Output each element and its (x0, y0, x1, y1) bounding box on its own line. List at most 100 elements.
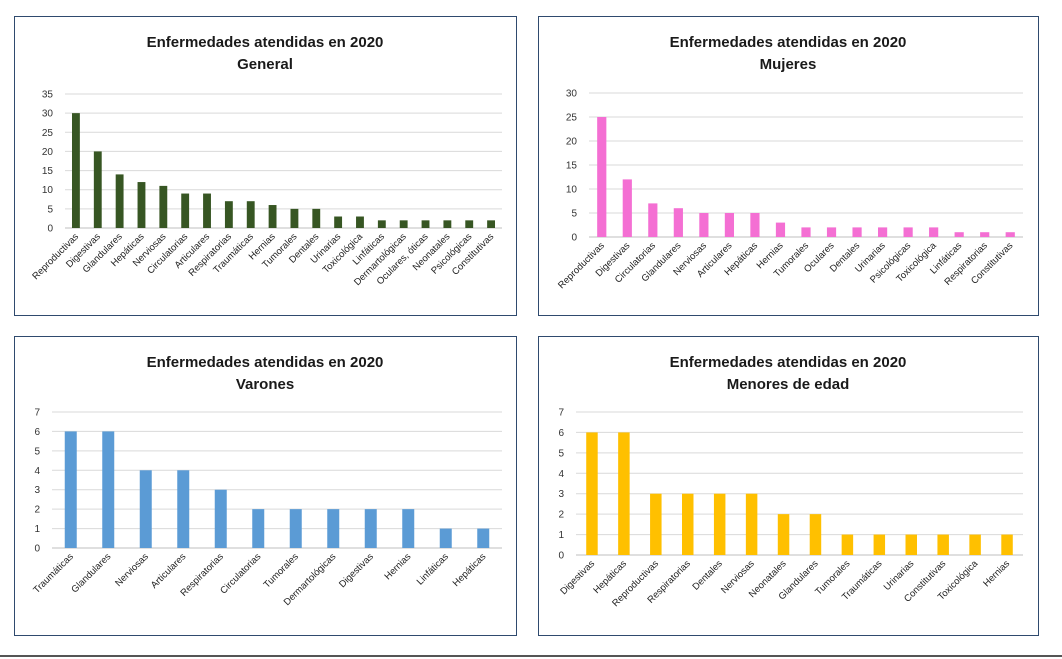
y-tick-label: 1 (558, 530, 564, 541)
x-category-label: Glandulares (69, 551, 113, 595)
bar (597, 117, 607, 237)
bar (877, 227, 888, 237)
y-tick-label: 3 (34, 485, 40, 496)
chart-subtitle: Varones (236, 376, 294, 393)
bar (289, 509, 302, 548)
bar (954, 232, 964, 237)
x-category-label: Hernias (981, 558, 1012, 589)
chart-panel-varones: Enfermedades atendidas en 2020 Varones 0 1 2… (14, 336, 517, 636)
bar (137, 182, 146, 228)
bar (618, 432, 630, 555)
bar (873, 534, 886, 555)
chart-subtitle: Mujeres (760, 56, 817, 73)
bar (586, 432, 598, 555)
bar (775, 222, 786, 237)
bar (713, 493, 726, 555)
chart-panel-mujeres: Enfermedades atendidas en 2020 Mujeres 0 5 1… (538, 16, 1039, 316)
y-tick-label: 5 (558, 448, 564, 459)
bar (905, 534, 917, 555)
bar (826, 227, 837, 237)
bar (969, 534, 981, 555)
bar (750, 213, 760, 237)
bar (246, 201, 255, 228)
y-tick-label: 3 (558, 489, 564, 500)
chart-title: Enfermedades atendidas en 2020 (670, 354, 907, 371)
chart-panel-menores: Enfermedades atendidas en 2020 Menores de… (538, 336, 1039, 636)
y-tick-label: 10 (42, 185, 54, 196)
bar (177, 470, 190, 548)
bar (682, 493, 694, 555)
x-category-label: Tumorales (262, 551, 301, 590)
chart-svg: Enfermedades atendidas en 2020 Mujeres 0 5 1… (556, 34, 1023, 291)
y-tick-label: 2 (558, 510, 564, 521)
bar (477, 528, 490, 548)
y-tick-label: 4 (34, 466, 40, 477)
bar (224, 201, 233, 228)
y-tick-label: 30 (566, 89, 578, 100)
y-tick-label: 25 (566, 113, 578, 124)
bar (852, 227, 862, 237)
y-tick-label: 1 (34, 524, 40, 535)
x-category-label: Hepáticas (451, 551, 489, 589)
bar (724, 213, 735, 237)
bar (327, 509, 340, 548)
bar (399, 220, 408, 228)
x-category-label: Traumáticas (31, 551, 76, 596)
bar (648, 203, 658, 237)
x-category-label: Hernias (382, 551, 413, 582)
y-tick-label: 0 (558, 551, 564, 562)
bar (1005, 232, 1015, 237)
y-tick-label: 15 (42, 166, 54, 177)
bar (699, 213, 709, 237)
y-tick-label: 4 (558, 469, 564, 480)
y-tick-label: 20 (42, 147, 54, 158)
bar (252, 509, 265, 548)
bar (809, 514, 822, 555)
bar (139, 470, 152, 548)
bar (650, 493, 662, 555)
bar (903, 227, 913, 237)
bar (312, 208, 321, 228)
bar (439, 528, 452, 548)
bar (673, 208, 683, 237)
y-tick-label: 25 (42, 128, 54, 139)
bar (980, 232, 990, 237)
bar (214, 489, 227, 548)
bar (937, 534, 949, 555)
chart-title: Enfermedades atendidas en 2020 (147, 354, 384, 371)
bar (777, 514, 790, 555)
chart-svg: Enfermedades atendidas en 2020 General 0 5 1… (30, 34, 502, 288)
chart-title: Enfermedades atendidas en 2020 (147, 34, 384, 51)
bar (159, 185, 168, 228)
y-tick-label: 0 (34, 544, 40, 555)
y-tick-label: 35 (42, 90, 54, 101)
bar (745, 493, 758, 555)
bar (841, 534, 854, 555)
bar (64, 431, 77, 548)
y-tick-label: 5 (47, 204, 53, 215)
bar (203, 193, 211, 228)
bar (465, 220, 474, 228)
y-tick-label: 6 (34, 427, 40, 438)
y-tick-label: 6 (558, 428, 564, 439)
bar (622, 179, 632, 237)
bar (334, 216, 343, 228)
bar (443, 220, 452, 228)
y-tick-label: 5 (571, 209, 577, 220)
x-category-label: Digestivas (558, 558, 597, 597)
y-tick-label: 7 (34, 408, 40, 419)
y-tick-label: 5 (34, 446, 40, 457)
bar (93, 151, 102, 228)
bar (102, 431, 115, 548)
bar (71, 113, 80, 228)
bar (290, 208, 299, 228)
x-category-label: Circulatorias (218, 551, 263, 596)
y-tick-label: 7 (558, 408, 564, 419)
y-tick-label: 0 (47, 224, 53, 235)
bar (1001, 534, 1013, 555)
y-tick-label: 10 (566, 185, 578, 196)
bar (356, 216, 364, 228)
x-category-label: Articulares (149, 551, 189, 591)
y-tick-label: 0 (571, 233, 577, 244)
x-category-label: Digestivas (337, 551, 376, 590)
